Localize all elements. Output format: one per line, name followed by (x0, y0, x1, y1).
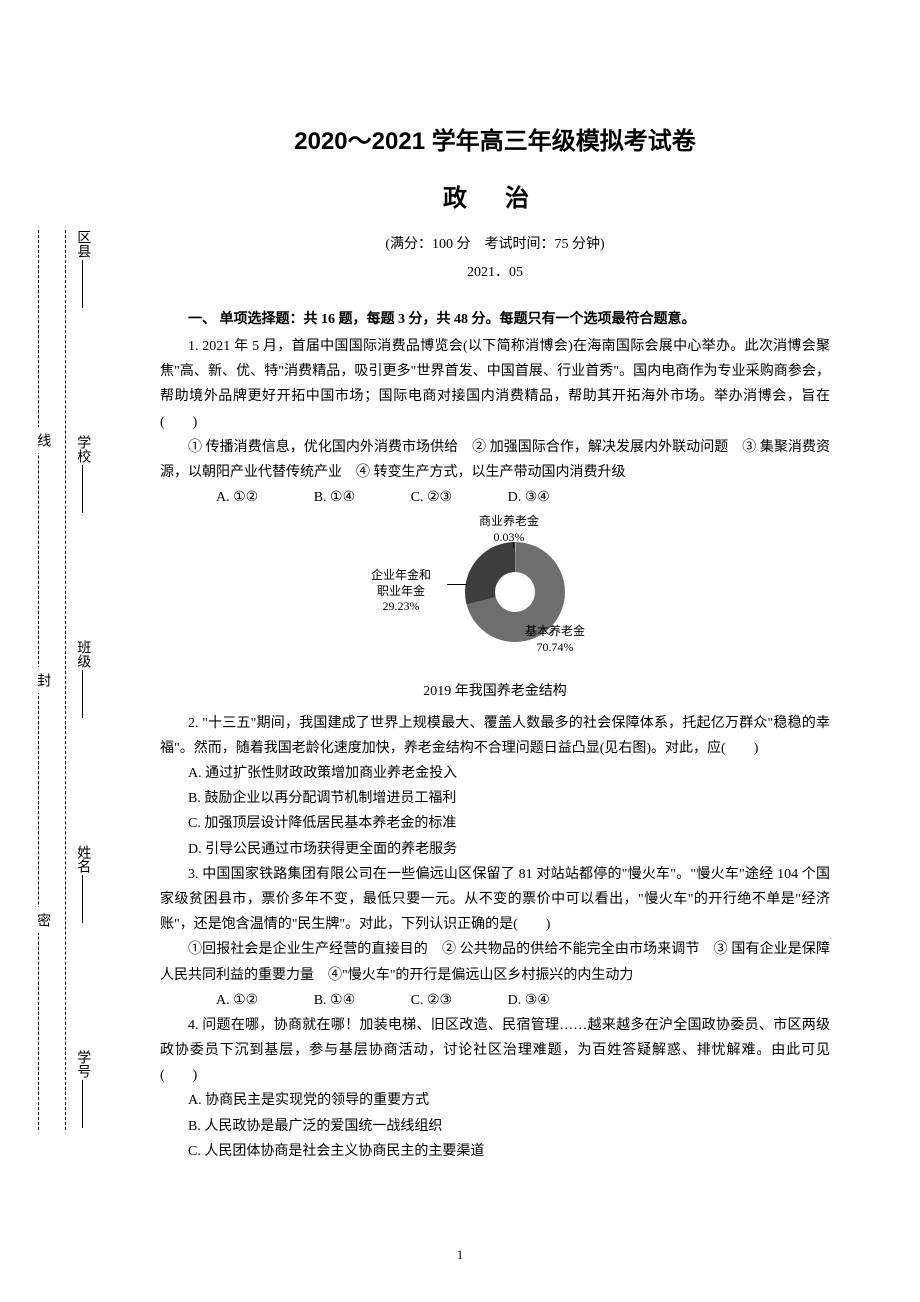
q3-opt-b: B. ①④ (286, 988, 355, 1013)
q1-opt-d: D. ③④ (480, 485, 550, 510)
q3-items: ①回报社会是企业生产经营的直接目的 ② 公共物品的供给不能完全由市场来调节 ③ … (160, 937, 830, 987)
chart-caption: 2019 年我国养老金结构 (160, 679, 830, 704)
pie-wrap: 商业养老金 0.03% 企业年金和职业年金 29.23% 基本养老金 70.74… (355, 520, 635, 666)
blank-underline (82, 875, 83, 923)
q4-opt-b: B. 人民政协是最广泛的爱国统一战线组织 (160, 1114, 830, 1139)
cat-xingming: 姓名 (70, 845, 95, 925)
q2-opt-a: A. 通过扩张性财政政策增加商业养老金投入 (160, 761, 830, 786)
q1-opt-b: B. ①④ (286, 485, 355, 510)
seg3-name: 基本养老金 (525, 624, 585, 638)
q2-opt-c: C. 加强顶层设计降低居民基本养老金的标准 (160, 811, 830, 836)
q4-stem: 4. 问题在哪，协商就在哪！加装电梯、旧区改造、民宿管理……越来越多在沪全国政协… (160, 1013, 830, 1089)
q3-opt-c: C. ②③ (383, 988, 452, 1013)
q2-stem: 2. "十三五"期间，我国建成了世界上规模最大、覆盖人数最多的社会保障体系，托起… (160, 711, 830, 761)
section-1-header: 一、 单项选择题：共 16 题，每题 3 分，共 48 分。每题只有一个选项最符… (160, 307, 830, 332)
q2-opt-b: B. 鼓励企业以再分配调节机制增进员工福利 (160, 786, 830, 811)
q4-opt-a: A. 协商民主是实现党的领导的重要方式 (160, 1088, 830, 1113)
blank-underline (82, 670, 83, 718)
blank-underline (82, 465, 83, 513)
q1-options: A. ①② B. ①④ C. ②③ D. ③④ (160, 485, 830, 510)
q3-options: A. ①② B. ①④ C. ②③ D. ③④ (160, 988, 830, 1013)
blank-underline (82, 1080, 83, 1128)
subject-title: 政治 (160, 177, 830, 220)
page-container: 密 密 封 线 学号 姓名 班级 学校 (0, 0, 920, 1302)
q2-opt-d: D. 引导公民通过市场获得更全面的养老服务 (160, 837, 830, 862)
cat-label: 姓名 (70, 845, 95, 873)
seg1-name: 商业养老金 (479, 514, 539, 528)
seal-label-3: 线 (30, 427, 55, 453)
cat-label: 学校 (70, 435, 95, 463)
cat-xuexiao: 学校 (70, 435, 95, 515)
paper-title: 2020～2021 学年高三年级模拟考试卷 (160, 120, 830, 163)
page-number: 1 (0, 1243, 920, 1266)
q3-opt-d: D. ③④ (480, 988, 550, 1013)
cat-label: 区县 (70, 230, 95, 258)
cat-banji: 班级 (70, 640, 95, 720)
exam-date: 2021．05 (160, 260, 830, 285)
cat-label: 班级 (70, 640, 95, 668)
side-categories: 学号 姓名 班级 学校 区县 (70, 230, 95, 1130)
q1-stem: 1. 2021 年 5 月，首届中国国际消费品博览会(以下简称消博会)在海南国际… (160, 334, 830, 435)
lead-2 (447, 584, 467, 585)
main-content: 2020～2021 学年高三年级模拟考试卷 政治 (满分：100 分 考试时间：… (130, 90, 920, 1302)
seg2-val: 29.23% (383, 599, 420, 613)
cat-label: 学号 (70, 1050, 95, 1078)
q1-opt-a: A. ①② (188, 485, 258, 510)
q1-opt-c: C. ②③ (383, 485, 452, 510)
lead-1 (513, 542, 514, 548)
seal-label-2: 封 (30, 667, 55, 693)
cat-xuehao: 学号 (70, 1050, 95, 1130)
seg-label-2: 企业年金和职业年金 29.23% (353, 568, 449, 615)
seg3-val: 70.74% (537, 640, 574, 654)
seal-line-2 (65, 230, 66, 1130)
cat-quxian: 区县 (70, 230, 95, 310)
seg2-name: 企业年金和职业年金 (371, 568, 431, 598)
q1-items: ① 传播消费信息，优化国内外消费市场供给 ② 加强国际合作，解决发展内外联动问题… (160, 435, 830, 485)
pension-chart: 商业养老金 0.03% 企业年金和职业年金 29.23% 基本养老金 70.74… (160, 520, 830, 704)
exam-sidebar: 密 密 封 线 学号 姓名 班级 学校 (0, 90, 130, 1302)
seg-label-1: 商业养老金 0.03% (479, 514, 539, 545)
blank-underline (82, 260, 83, 308)
q4-opt-c: C. 人民团体协商是社会主义协商民主的主要渠道 (160, 1139, 830, 1164)
seg1-val: 0.03% (494, 530, 525, 544)
seal-label-1: 密 (30, 907, 55, 933)
q3-stem: 3. 中国国家铁路集团有限公司在一些偏远山区保留了 81 对站站都停的"慢火车"… (160, 862, 830, 938)
q3-opt-a: A. ①② (188, 988, 258, 1013)
exam-meta: (满分：100 分 考试时间：75 分钟) (160, 232, 830, 257)
